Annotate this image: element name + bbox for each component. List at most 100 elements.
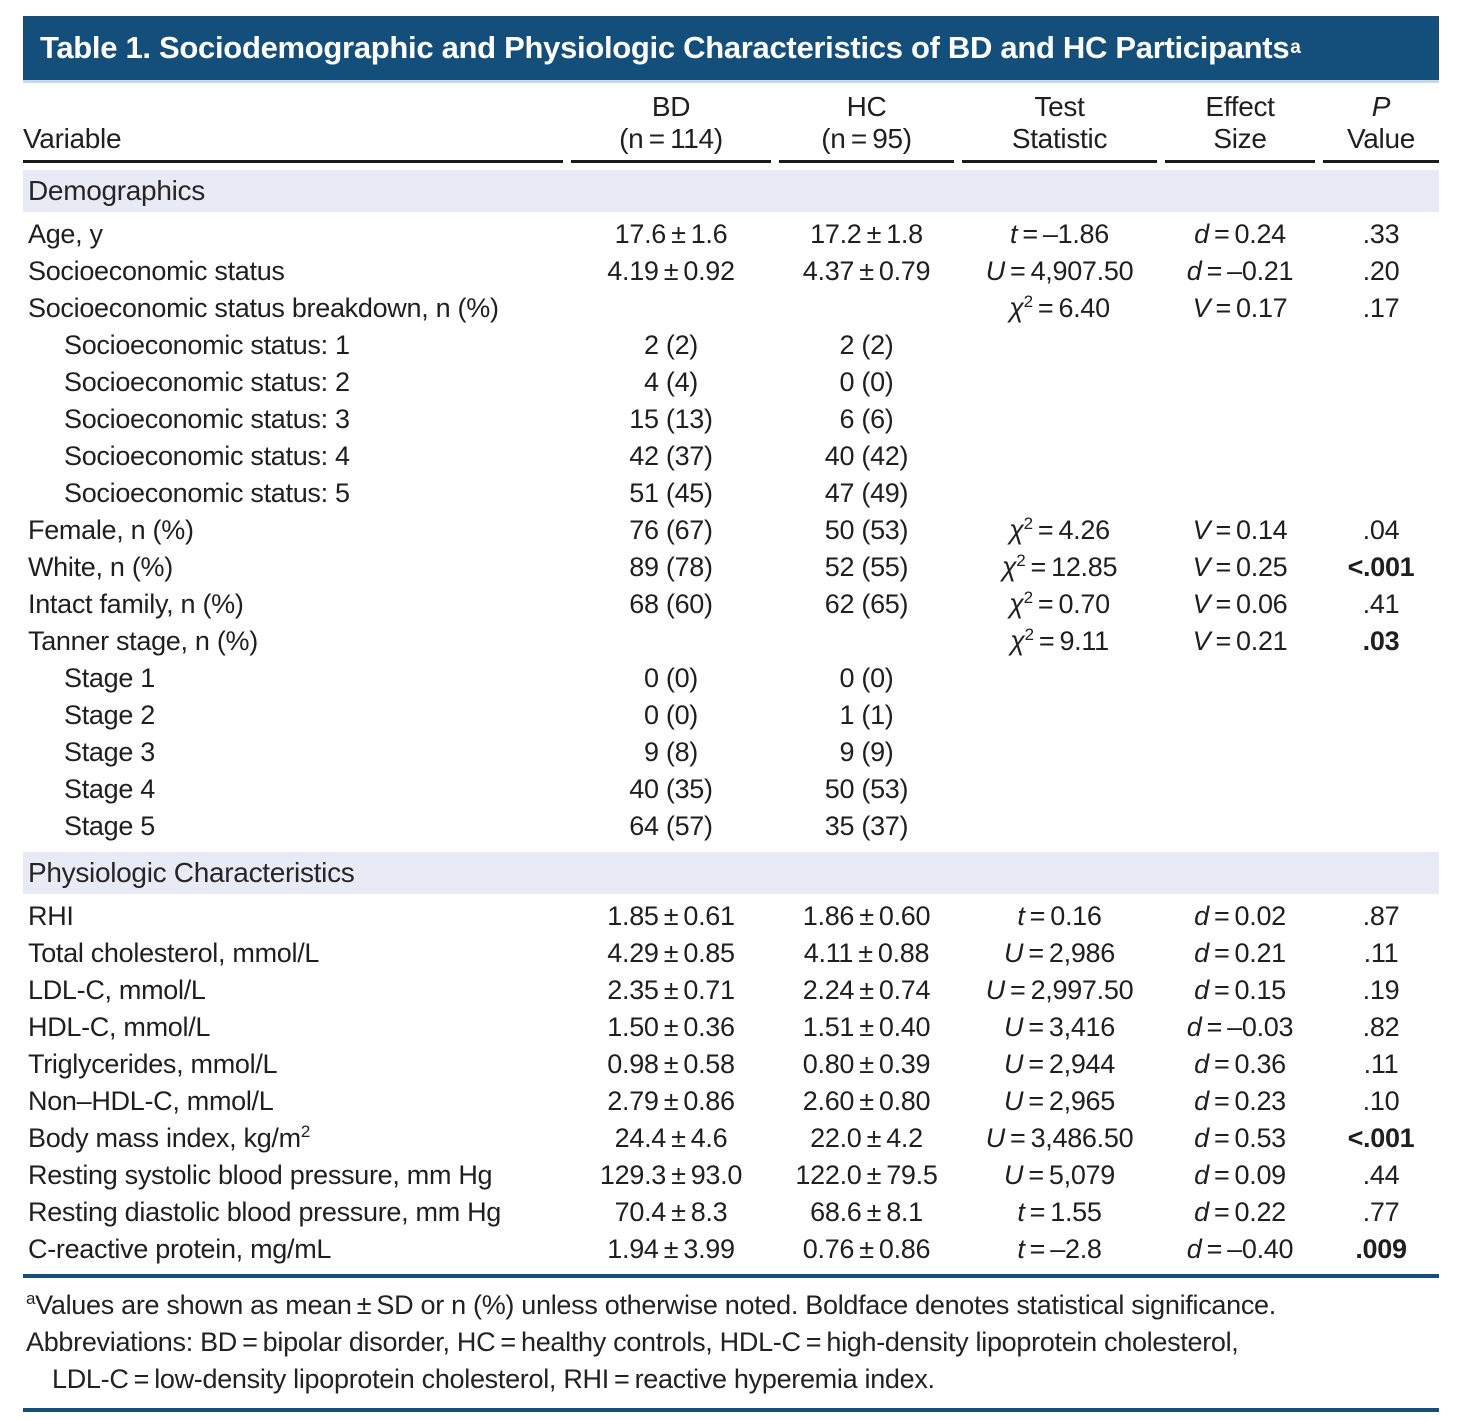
cell-variable: Resting systolic blood pressure, mm Hg [28,1160,493,1190]
cell-effect-size: d = 0.09 [1194,1160,1286,1190]
effect-symbol: V [1192,589,1211,619]
cell-p-value: .10 [1362,1086,1400,1116]
section-header: Physiologic Characteristics [23,852,1439,894]
cell-test-statistic: χ2 = 4.26 [1009,514,1110,545]
cell-bd: 76 (67) [629,515,713,545]
cell-variable: Female, n (%) [28,515,194,545]
table-row: Tanner stage, n (%) χ2 = 9.11 V = 0.21 .03 [23,623,1439,660]
effect-symbol: V [1192,552,1211,582]
cell-hc: 6 (6) [839,404,894,434]
statistic-superscript: 2 [1023,588,1033,607]
table-row: Socioeconomic status: 2 4 (4) 0 (0) [23,364,1439,401]
cell-variable: Total cholesterol, mmol/L [28,938,320,968]
cell-hc: 0 (0) [839,663,894,693]
cell-effect-size [1165,771,1315,808]
cell-test-statistic: U = 2,997.50 [985,975,1134,1005]
effect-symbol: d [1194,1086,1209,1116]
cell-effect-size [1165,475,1315,512]
cell-p-value: .19 [1362,975,1400,1005]
cell-p-value [1323,438,1439,475]
cell-variable: Socioeconomic status: 3 [64,404,350,434]
cell-effect-size: d = 0.24 [1194,219,1286,249]
statistic-symbol: U [985,256,1006,286]
table-row: White, n (%) 89 (78) 52 (55) χ2 = 12.85 V = … [23,549,1439,586]
column-header-effect-size: Effect Size [1165,91,1315,163]
cell-effect-size: V = 0.25 [1192,552,1288,582]
cell-p-value [1323,660,1439,697]
cell-p-value: .11 [1363,1049,1399,1079]
cell-p-value: .17 [1362,293,1400,323]
cell-test-statistic: t = 1.55 [1017,1197,1102,1227]
table-row: Resting diastolic blood pressure, mm Hg 7… [23,1194,1439,1231]
footnote-divider-rule [23,1274,1439,1278]
cell-hc: 50 (53) [824,774,909,804]
column-header-bd: BD (n = 114) [571,91,771,163]
cell-variable: Stage 5 [64,811,155,841]
cell-variable: Stage 4 [64,774,155,804]
statistic-superscript: 2 [1016,551,1026,570]
cell-bd: 4.29 ± 0.85 [607,938,735,968]
cell-variable: Socioeconomic status: 2 [64,367,350,397]
cell-test-statistic [962,734,1157,771]
cell-test-statistic [962,475,1157,512]
cell-p-value [1323,697,1439,734]
table-row: Body mass index, kg/m2 24.4 ± 4.6 22.0 ± 4… [23,1120,1439,1157]
cell-hc: 1.51 ± 0.40 [802,1012,931,1042]
column-header-effect-line1: Effect [1205,91,1275,122]
footnote-values-text: Values are shown as mean ± SD or n (%) u… [35,1290,1276,1320]
table-row: Stage 4 40 (35) 50 (53) [23,771,1439,808]
effect-symbol: d [1194,1160,1209,1190]
cell-hc: 50 (53) [824,515,909,545]
cell-effect-size: d = 0.36 [1194,1049,1286,1079]
cell-hc: 2.60 ± 0.80 [802,1086,931,1116]
cell-effect-size [1165,364,1315,401]
cell-test-statistic [962,401,1157,438]
cell-effect-size [1165,401,1315,438]
cell-hc: 4.37 ± 0.79 [802,256,931,286]
effect-symbol: d [1194,219,1209,249]
statistic-superscript: 2 [1023,292,1033,311]
table-row: Stage 3 9 (8) 9 (9) [23,734,1439,771]
cell-test-statistic [962,438,1157,475]
cell-effect-size: V = 0.17 [1192,293,1288,323]
table-row: Resting systolic blood pressure, mm Hg 12… [23,1157,1439,1194]
cell-p-value [1323,475,1439,512]
statistic-symbol: χ [1009,515,1024,545]
table-row: Socioeconomic status: 1 2 (2) 2 (2) [23,327,1439,364]
cell-test-statistic: U = 4,907.50 [985,256,1134,286]
cell-bd: 17.6 ± 1.6 [614,219,728,249]
column-header-p-value: P Value [1323,91,1439,163]
footnote-marker: a [26,1289,36,1308]
footnote-abbreviations-line2: LDL-C = low-density lipoprotein choleste… [52,1364,935,1394]
effect-symbol: d [1186,1234,1202,1264]
cell-hc [779,623,954,660]
cell-variable: Socioeconomic status breakdown, n (%) [28,293,499,323]
table-row: Age, y 17.6 ± 1.6 17.2 ± 1.8 t = –1.86 d = 0… [23,216,1439,253]
effect-symbol: d [1194,975,1209,1005]
table-row: Socioeconomic status: 4 42 (37) 40 (42) [23,438,1439,475]
table-row: Socioeconomic status: 3 15 (13) 6 (6) [23,401,1439,438]
cell-variable: LDL-C, mmol/L [28,975,206,1005]
cell-bd: 2.79 ± 0.86 [607,1086,735,1116]
cell-effect-size: d = 0.22 [1194,1197,1286,1227]
cell-bd: 1.50 ± 0.36 [607,1012,735,1042]
column-header-variable: Variable [23,91,563,163]
cell-test-statistic: U = 3,486.50 [985,1123,1134,1153]
column-header-p-line2: Value [1346,123,1416,154]
effect-symbol: d [1194,901,1209,931]
cell-hc [779,290,954,327]
statistic-symbol: χ [1009,589,1024,619]
effect-symbol: V [1192,293,1211,323]
table-row: Stage 1 0 (0) 0 (0) [23,660,1439,697]
cell-p-value: <.001 [1347,1123,1415,1153]
cell-bd: 24.4 ± 4.6 [614,1123,728,1153]
effect-symbol: d [1194,1197,1209,1227]
cell-test-statistic [962,327,1157,364]
cell-hc: 2 (2) [839,330,894,360]
cell-bd: 1.85 ± 0.61 [607,901,735,931]
cell-p-value: .77 [1362,1197,1400,1227]
table-row: Stage 2 0 (0) 1 (1) [23,697,1439,734]
table-row: Non–HDL-C, mmol/L 2.79 ± 0.86 2.60 ± 0.80 U… [23,1083,1439,1120]
column-header-p-line1: P [1371,91,1391,122]
